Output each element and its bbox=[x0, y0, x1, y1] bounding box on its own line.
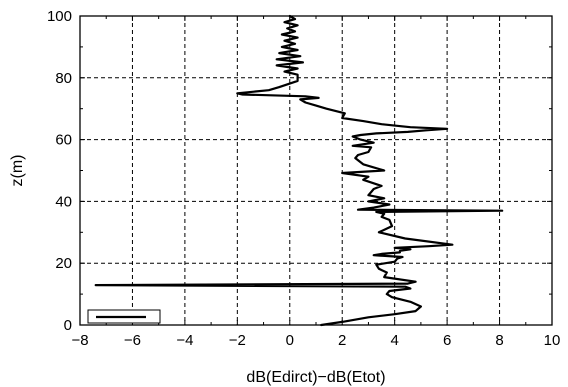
legend bbox=[87, 309, 161, 324]
x-tick-label: 2 bbox=[338, 332, 346, 349]
y-tick-label: 40 bbox=[55, 193, 72, 210]
x-tick-label: −2 bbox=[229, 332, 246, 349]
x-axis-label: dB(Edirct)−dB(Etot) bbox=[246, 369, 385, 386]
y-axis-label: z(m) bbox=[9, 155, 26, 187]
y-tick-label: 0 bbox=[64, 317, 72, 334]
x-axis-tick-labels: −8 −6 −4 −2 0 2 4 6 8 10 bbox=[71, 332, 560, 349]
series-layer bbox=[94, 14, 504, 327]
y-tick-label: 20 bbox=[55, 255, 72, 272]
x-tick-label: 10 bbox=[544, 332, 561, 349]
x-tick-label: −4 bbox=[176, 332, 193, 349]
x-tick-label: −8 bbox=[71, 332, 88, 349]
y-tick-label: 100 bbox=[47, 8, 72, 25]
y-axis-tick-labels: 0 20 40 60 80 100 bbox=[47, 8, 72, 334]
y-tick-label: 80 bbox=[55, 70, 72, 87]
grid bbox=[80, 16, 552, 325]
x-tick-label: 6 bbox=[443, 332, 451, 349]
x-tick-label: 8 bbox=[495, 332, 503, 349]
x-tick-label: −6 bbox=[124, 332, 141, 349]
x-tick-label: 4 bbox=[390, 332, 398, 349]
x-tick-label: 0 bbox=[286, 332, 294, 349]
y-tick-label: 60 bbox=[55, 132, 72, 149]
series-line bbox=[94, 14, 504, 327]
tick-marks bbox=[79, 15, 553, 326]
plot-frame bbox=[79, 15, 553, 326]
